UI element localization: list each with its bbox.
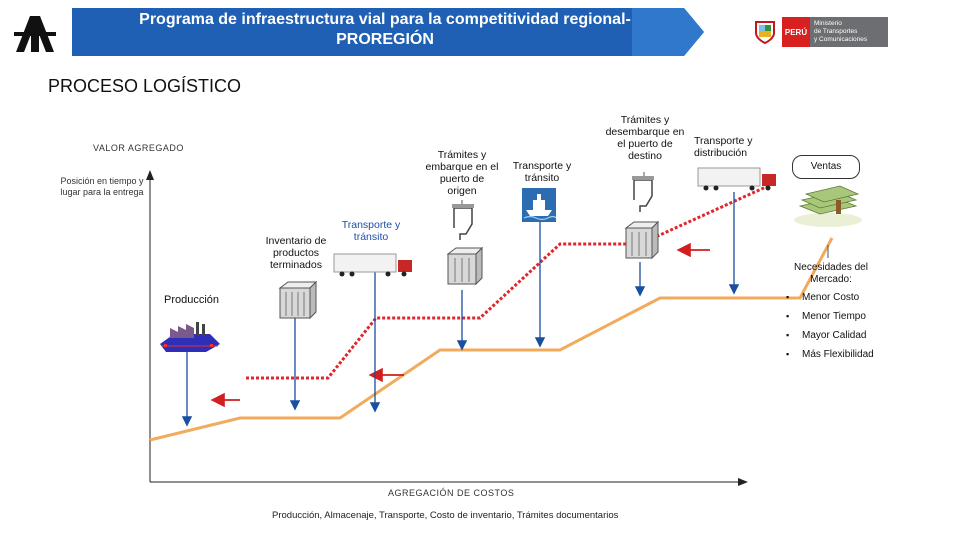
truck-icon: [697, 167, 776, 191]
title-banner: [72, 8, 704, 56]
money-icon: [794, 185, 862, 227]
truck-icon: [333, 253, 412, 277]
stage-transporte-3: Transporte y distribución: [694, 135, 753, 159]
ship-icon: [522, 188, 557, 222]
ministry-line1: Ministerio: [814, 20, 842, 27]
crane-icon: [632, 176, 654, 212]
list-item: Menor Costo: [786, 292, 882, 303]
needs-list: Menor Costo Menor Tiempo Mayor Calidad M…: [786, 292, 882, 368]
ministry-country: PERÚ: [782, 17, 810, 47]
stage-transporte-1: Transporte y tránsito: [341, 219, 401, 243]
ministry-line3: y Comunicaciones: [814, 36, 868, 43]
list-item: Mayor Calidad: [786, 330, 882, 341]
organization-logo: [12, 14, 58, 54]
stage-ventas: Ventas: [792, 155, 860, 179]
stage-arrows: [181, 192, 740, 427]
ministry-line2: de Transportes: [814, 28, 858, 35]
crest-icon: [755, 21, 775, 45]
stage-inventario: Inventario de productos terminados: [265, 235, 327, 271]
list-item: Menor Tiempo: [786, 311, 882, 322]
warehouse-icon: [446, 246, 484, 286]
x-axis-note: Producción, Almacenaje, Transporte, Cost…: [272, 510, 619, 521]
ministry-logo: PERÚ Ministerio de Transportes y Comunic…: [752, 17, 888, 47]
y-axis-arrow: [146, 170, 154, 180]
stage-tramites-destino: Trámites y desembarque en el puerto de d…: [605, 114, 685, 162]
page-title: PROCESO LOGÍSTICO: [48, 76, 242, 96]
list-item: Más Flexibilidad: [786, 349, 882, 360]
ministry-name: Ministerio de Transportes y Comunicacion…: [810, 17, 888, 47]
value-added-line: [149, 237, 834, 442]
crane-icon: [452, 204, 474, 240]
stage-tramites-origen: Trámites y embarque en el puerto de orig…: [425, 149, 499, 197]
banner-title-line1: Programa de infraestructura vial para la…: [139, 11, 631, 28]
warehouse-icon: [624, 220, 660, 260]
warehouse-icon: [278, 280, 318, 320]
x-axis-arrow: [738, 478, 748, 486]
cost-arrows: [210, 242, 710, 408]
banner-title: Programa de infraestructura vial para la…: [90, 10, 680, 50]
x-axis-label: AGREGACIÓN DE COSTOS: [388, 488, 515, 498]
stage-transporte-2: Transporte y tránsito: [512, 160, 572, 184]
needs-title: Necesidades del Mercado:: [794, 262, 868, 285]
stage-produccion: Producción: [164, 294, 220, 306]
factory-icon: [160, 322, 220, 352]
y-axis-label-top: VALOR AGREGADO: [93, 143, 184, 153]
y-axis-label-side: Posición en tiempo y lugar para la entre…: [60, 176, 144, 197]
axes: [146, 170, 748, 486]
banner-title-line2: PROREGIÓN: [336, 31, 434, 48]
